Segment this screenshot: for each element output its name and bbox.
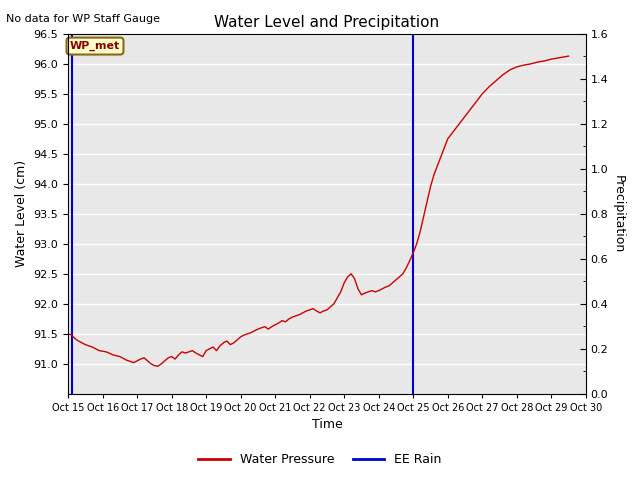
- Y-axis label: Water Level (cm): Water Level (cm): [15, 160, 28, 267]
- Legend: Water Pressure, EE Rain: Water Pressure, EE Rain: [193, 448, 447, 471]
- Water Pressure: [154, 363, 162, 369]
- Text: WP_met: WP_met: [70, 41, 120, 51]
- Water Pressure: [64, 331, 72, 336]
- Text: No data for WP Staff Gauge: No data for WP Staff Gauge: [6, 14, 161, 24]
- Water Pressure: [354, 286, 362, 292]
- Water Pressure: [520, 62, 527, 68]
- Water Pressure: [375, 288, 383, 294]
- Water Pressure: [192, 350, 200, 356]
- Water Pressure: [564, 53, 572, 59]
- Y-axis label: Precipitation: Precipitation: [612, 175, 625, 253]
- Line: Water Pressure: Water Pressure: [68, 56, 568, 366]
- Water Pressure: [271, 322, 279, 328]
- Water Pressure: [133, 358, 141, 364]
- X-axis label: Time: Time: [312, 419, 342, 432]
- Title: Water Level and Precipitation: Water Level and Precipitation: [214, 15, 440, 30]
